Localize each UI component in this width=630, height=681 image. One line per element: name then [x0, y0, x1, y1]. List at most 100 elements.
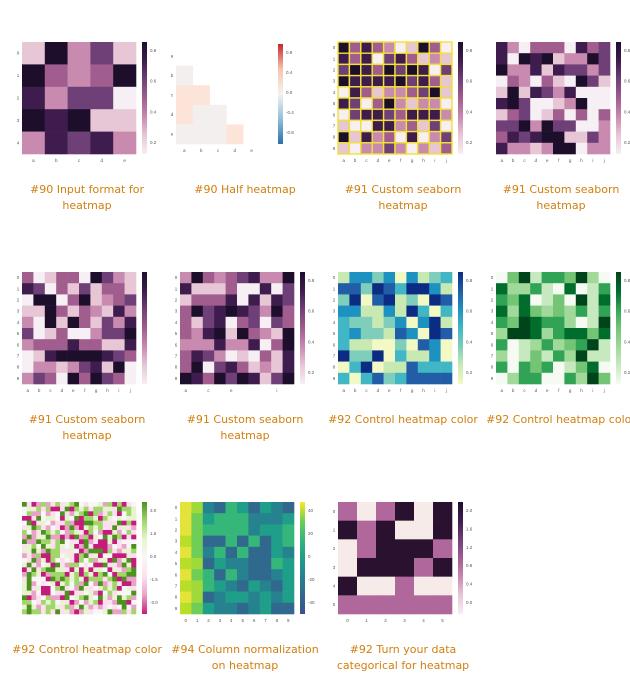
x-tick-label: d: [535, 158, 538, 163]
heatmap-cell: [131, 567, 137, 573]
heatmap-cell: [60, 595, 66, 601]
heatmap-cell: [55, 525, 61, 531]
heatmap-thumbnail[interactable]: a b c d e a b c d e 0.8 0.4 0.0 -0.4 -0.8: [166, 40, 324, 170]
gallery-caption[interactable]: #90 Input format for heatmap: [29, 183, 144, 212]
heatmap-cell: [237, 569, 249, 581]
heatmap-thumbnail[interactable]: a b c d e 0 1 2 3 4 0.8 0.6 0.4 0.2: [8, 40, 166, 170]
heatmap-cell: [31, 525, 37, 531]
heatmap-cell: [102, 604, 108, 610]
heatmap-thumbnail[interactable]: 0 1 2 3 4 5 6 7 8 9 0 1 2 3 4 5 6 7 8 9 40 20 0 -20 -40: [166, 500, 324, 630]
gallery-card[interactable]: a b c d e f g h i j 0 1 2 3 4 5 6 7 8 9 0.8 0.6 0.4 0.2 #91 Cust…: [324, 40, 482, 220]
heatmap-cell: [83, 595, 89, 601]
gallery-caption[interactable]: #91 Custom seaborn heatmap: [502, 183, 620, 212]
colorbar-tick-label: 0.6: [466, 79, 473, 84]
heatmap-cell: [64, 572, 70, 577]
y-tick-label: 9: [333, 146, 336, 151]
heatmap-thumbnail[interactable]: a c e i 0 1 2 3 4 5 6 7 8 9 0.8 0.6 0.4 0.2: [166, 270, 324, 400]
gallery-caption[interactable]: #90 Half heatmap: [194, 183, 296, 196]
heatmap-cell: [124, 305, 137, 318]
heatmap-cell: [126, 520, 132, 526]
gallery-card[interactable]: a b c d e f g h i j 0 1 2 3 4 5 6 7 8 9 0.8 0.6 0.4 0.2 #92 Cont…: [324, 270, 482, 450]
heatmap-cell: [349, 361, 362, 374]
y-tick-label: 4: [333, 320, 336, 325]
heatmap-cell: [131, 609, 137, 615]
heatmap-cell: [575, 350, 588, 362]
y-tick-label: 2: [333, 298, 336, 303]
heatmap-cell: [36, 572, 42, 577]
heatmap-cell: [69, 502, 75, 507]
heatmap-cell: [22, 361, 34, 374]
y-tick-label: 0: [333, 275, 336, 280]
heatmap-cell: [191, 350, 204, 362]
gallery-card[interactable]: a b c d e f g h i j 0 1 2 3 4 5 6 7 8 9 #91 Custom seaborn h…: [8, 270, 166, 450]
heatmap-cell: [394, 41, 408, 54]
heatmap-cell: [44, 294, 57, 306]
heatmap-cell: [202, 569, 215, 581]
heatmap-cell: [36, 530, 42, 535]
heatmap-thumbnail[interactable]: 0 1 2 3 4 5 0 1 2 3 4 5 2.0 1.6 1.2 0.8 0.4 0.0: [324, 500, 482, 630]
gallery-caption[interactable]: #91 Custom seaborn heatmap: [28, 413, 146, 442]
heatmap-thumbnail[interactable]: a b c d e f g h i j 0.8 0.6 0.4 0.2: [482, 40, 630, 170]
heatmap-cell: [575, 42, 588, 54]
heatmap-cell: [191, 602, 204, 615]
gallery-card[interactable]: 3.0 1.5 0.0 -1.5 -3.0 #92 Control heatmap col…: [8, 500, 166, 680]
gallery-card[interactable]: 0 1 2 3 4 5 0 1 2 3 4 5 2.0 1.6 1.2 0.8 0.4 0.0 #92 Turn y…: [324, 500, 482, 680]
heatmap-cell: [349, 350, 362, 362]
y-tick-label: 3: [175, 309, 178, 314]
heatmap-cell: [587, 294, 599, 306]
heatmap-cell: [598, 42, 611, 54]
colorbar: [278, 44, 283, 144]
heatmap-cell: [36, 548, 42, 554]
heatmap-cell: [131, 525, 137, 531]
heatmap-cell: [575, 283, 588, 295]
heatmap-cell: [202, 294, 215, 306]
gallery-caption[interactable]: #94 Column normalization on heatmap: [171, 643, 319, 672]
heatmap-cell: [101, 305, 114, 318]
heatmap-cell: [26, 520, 32, 526]
heatmap-cell: [112, 558, 118, 563]
heatmap-cell: [394, 63, 408, 77]
gallery-card[interactable]: a b c d e a b c d e 0.8 0.4 0.0 -0.4 -0.8 #90 Half heat…: [166, 40, 324, 220]
gallery-card[interactable]: 0 1 2 3 4 5 6 7 8 9 0 1 2 3 4 5 6 7 8 9 40 20 0 -20 -40 #94 Colum…: [166, 500, 324, 680]
gallery-caption[interactable]: #92 Control heatmap color: [486, 413, 630, 426]
colorbar-tick-label: 0.2: [150, 140, 157, 145]
gallery-caption[interactable]: #92 Control heatmap color: [12, 643, 162, 656]
heatmap-thumbnail[interactable]: 3.0 1.5 0.0 -1.5 -3.0: [8, 500, 166, 630]
heatmap-cell: [36, 516, 42, 521]
heatmap-cell: [74, 572, 80, 577]
gallery-card[interactable]: a b c d e f g h i j 0 1 2 3 4 5 6 7 8 9 0.8 0.6 0.4 0.2 #92 Cont…: [482, 270, 630, 450]
heatmap-cell: [376, 558, 396, 577]
heatmap-cells: [496, 42, 611, 155]
heatmap-cell: [102, 534, 108, 540]
heatmap-cell: [575, 64, 588, 76]
heatmap-cell: [22, 609, 28, 615]
heatmap-cell: [518, 53, 531, 65]
heatmap-cell: [191, 569, 204, 581]
heatmap-cell: [496, 109, 508, 121]
heatmap-thumbnail[interactable]: a b c d e f g h i j 0 1 2 3 4 5 6 7 8 9 0.8 0.6 0.4 0.2: [482, 270, 630, 400]
gallery-caption[interactable]: #92 Control heatmap color: [328, 413, 478, 426]
colorbar: [458, 42, 463, 154]
heatmap-cell: [113, 86, 137, 110]
gallery-card[interactable]: a c e i 0 1 2 3 4 5 6 7 8 9 0.8 0.6 0.4 0.2 #91 Custom sea…: [166, 270, 324, 450]
gallery-card[interactable]: a b c d e f g h i j 0.8 0.6 0.4 0.2 #91 Custom seaborn…: [482, 40, 630, 220]
gallery-caption[interactable]: #92 Turn your data categorical for heatm…: [336, 643, 470, 672]
y-tick-label: 3: [333, 565, 336, 570]
gallery-caption[interactable]: #91 Custom seaborn heatmap: [344, 183, 462, 212]
gallery-caption[interactable]: #91 Custom seaborn heatmap: [186, 413, 304, 442]
heatmap-thumbnail[interactable]: a b c d e f g h i j 0 1 2 3 4 5 6 7 8 9 0.8 0.6 0.4 0.2: [324, 40, 482, 170]
heatmap-cell: [79, 609, 85, 615]
y-tick-label: 0: [17, 51, 20, 56]
heatmap-cell: [382, 86, 396, 99]
heatmap-cell: [64, 544, 70, 549]
heatmap-thumbnail[interactable]: a b c d e f g h i j 0 1 2 3 4 5 6 7 8 9 0.8 0.6 0.4 0.2: [324, 270, 482, 400]
heatmap-cell: [83, 572, 89, 577]
heatmap-cell: [26, 516, 32, 521]
gallery-card[interactable]: a b c d e 0 1 2 3 4 0.8 0.6 0.4 0.2 #90 Input format f…: [8, 40, 166, 220]
heatmap-cell: [22, 548, 28, 554]
heatmap-cell: [214, 272, 226, 284]
heatmap-cell: [83, 539, 89, 545]
x-tick-label: j: [603, 158, 605, 163]
heatmap-cell: [69, 558, 75, 563]
